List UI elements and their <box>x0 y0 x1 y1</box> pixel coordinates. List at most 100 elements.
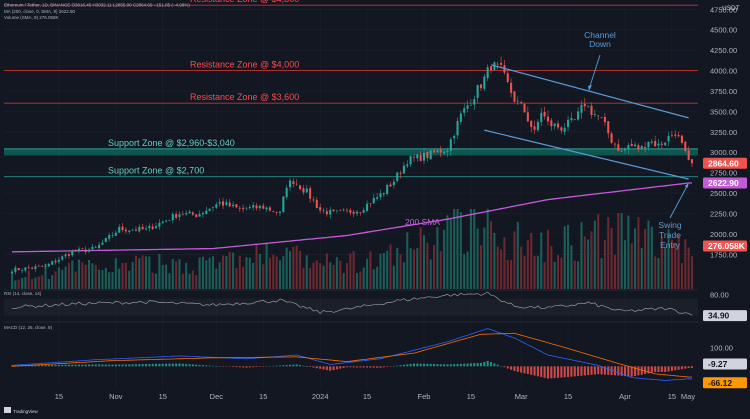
candle <box>439 149 442 153</box>
sma-label: 200 SMA <box>405 217 440 227</box>
candle <box>225 202 228 205</box>
price-axis: 1750.00 2000.00 2250.00 2500.00 2750.00 3000.… <box>699 0 750 419</box>
macd-histogram-bar <box>677 366 680 370</box>
candle <box>479 84 482 89</box>
candle <box>546 116 549 122</box>
macd-histogram-bar <box>526 366 529 375</box>
candle <box>57 259 60 262</box>
sma-line <box>12 182 692 253</box>
volume-bar <box>433 244 436 289</box>
candle <box>335 210 338 212</box>
macd-histogram-bar <box>493 363 496 367</box>
macd-histogram-bar <box>379 366 382 368</box>
macd-histogram-bar <box>402 364 405 367</box>
header-line-1: Ethereum / Tether, 1D, BINANCE O3016.45 … <box>4 3 190 8</box>
macd-histogram-bar <box>684 366 687 369</box>
candle <box>369 203 372 204</box>
macd-histogram-bar <box>121 364 124 367</box>
candle <box>550 120 553 127</box>
macd-histogram-bar <box>372 366 375 368</box>
candles <box>10 56 694 275</box>
volume-bar <box>657 258 660 289</box>
volume-bar <box>416 248 419 289</box>
candle <box>141 226 144 230</box>
candle <box>299 185 302 190</box>
candle <box>674 134 677 136</box>
volume-bar <box>262 264 265 289</box>
currency-label: USDT <box>722 5 740 12</box>
volume-bar <box>500 249 503 289</box>
volume-bar <box>660 236 663 289</box>
candle <box>84 249 87 252</box>
macd-histogram-bar <box>282 365 285 367</box>
candle <box>587 105 590 107</box>
macd-histogram-bar <box>131 364 134 367</box>
time-tick: 15 <box>159 392 167 401</box>
macd-histogram-bar <box>369 366 372 368</box>
volume-bar <box>396 247 399 289</box>
volume-bar <box>91 263 94 289</box>
volume-bar <box>258 253 261 289</box>
price-tick: 4500.00 <box>710 26 737 35</box>
candle <box>617 144 620 152</box>
macd-histogram-bar <box>188 364 191 367</box>
macd-histogram-bar <box>409 363 412 367</box>
volume-bar <box>352 251 355 289</box>
candle <box>640 145 643 150</box>
volume-bar <box>496 246 499 289</box>
candle <box>597 115 600 117</box>
macd-histogram-bar <box>64 364 67 367</box>
price-tick: 4750.00 <box>710 5 737 14</box>
volume-bar <box>690 256 694 289</box>
candle <box>389 184 392 187</box>
volume-bar <box>670 239 673 289</box>
candle <box>379 193 382 198</box>
volume-bar <box>74 271 77 289</box>
macd-histogram-bar <box>345 366 349 368</box>
volume-bar <box>443 229 446 289</box>
candle <box>339 209 342 211</box>
volume-bar <box>654 256 657 289</box>
macd-histogram-bar <box>667 366 670 372</box>
macd-histogram-bar <box>396 365 399 367</box>
volume-bar <box>309 268 312 289</box>
macd-histogram-bar <box>449 364 452 367</box>
candle <box>473 99 476 105</box>
macd-histogram-bar <box>650 366 653 373</box>
candle <box>690 159 694 164</box>
tradingview-logo[interactable]: TradingView <box>4 407 39 414</box>
macd-histogram-bar <box>617 366 620 376</box>
volume-bar <box>44 263 47 289</box>
price-tick: 3500.00 <box>710 107 737 116</box>
candle <box>412 157 416 158</box>
candle <box>208 208 211 211</box>
macd-histogram-bar <box>406 364 409 367</box>
volume-bar <box>469 209 472 289</box>
macd-histogram-bar <box>463 363 466 367</box>
macd-histogram-bar <box>506 366 509 369</box>
volume-bar <box>449 219 452 289</box>
candle <box>345 209 349 211</box>
volume-bar <box>144 256 148 289</box>
volume-bar <box>282 256 285 289</box>
volume-bar <box>302 267 305 289</box>
volume-bar <box>359 271 362 289</box>
candle <box>543 111 546 117</box>
swing-label: Trade <box>659 230 681 240</box>
volume-bar <box>422 235 426 289</box>
candle <box>469 104 472 106</box>
candle <box>44 265 47 267</box>
volume-bar <box>399 254 402 289</box>
volume-bar <box>345 262 349 289</box>
macd-histogram-bar <box>486 360 489 367</box>
volume-bar <box>171 258 174 289</box>
candle <box>590 105 593 116</box>
volume-bar <box>198 257 201 289</box>
volume-bar <box>409 248 412 289</box>
candle <box>295 183 298 185</box>
candle <box>104 237 107 242</box>
candle <box>252 205 255 208</box>
candle <box>31 267 34 269</box>
macd-histogram-bar <box>134 364 137 367</box>
